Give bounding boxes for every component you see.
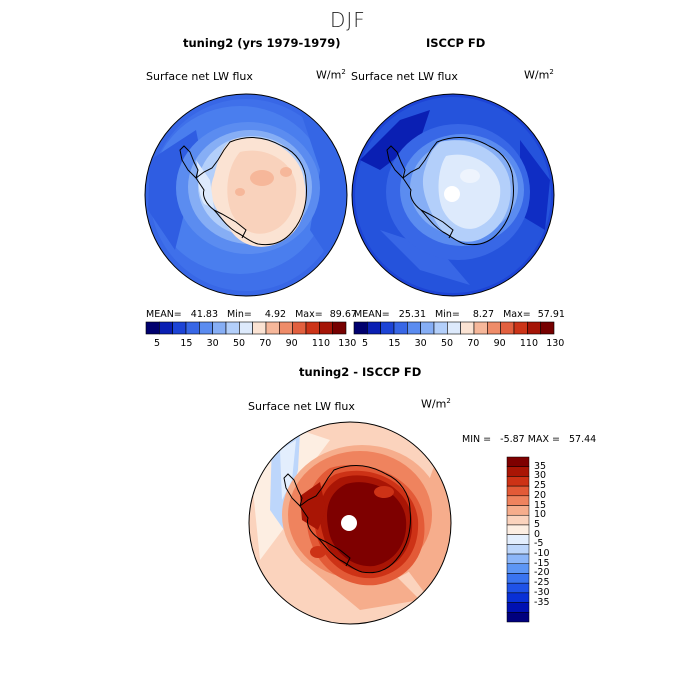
colorbar-tick-label: 70	[259, 338, 272, 349]
diff-colorbar-tick-label: 30	[534, 470, 547, 482]
diff-colorbar-tick-label: -20	[534, 567, 550, 579]
diff-colorbar	[506, 456, 530, 623]
colorbar-swatch	[332, 321, 347, 335]
colorbar-tick-label: 15	[180, 338, 193, 349]
left-colorbar	[145, 321, 347, 335]
colorbar-tick-label: 130	[546, 338, 565, 349]
diff-colorbar-swatch	[506, 485, 530, 497]
diff-stats: MIN = -5.87 MAX = 57.44	[462, 434, 597, 445]
diff-units-label: W/m2	[421, 397, 451, 411]
diff-colorbar-swatch	[506, 466, 530, 477]
right-min-label: Min=	[435, 309, 460, 320]
colorbar-tick-label: 5	[362, 338, 369, 349]
diff-colorbar-swatch	[506, 592, 530, 603]
right-variable-label: Surface net LW flux	[351, 70, 458, 83]
left-min-label: Min=	[227, 309, 252, 320]
right-units-label: W/m2	[524, 68, 554, 82]
diff-colorbar-tick-label: -5	[534, 538, 544, 550]
diff-colorbar-swatch	[506, 573, 530, 584]
diff-units-base: W/m	[421, 397, 447, 411]
right-max-label: Max=	[503, 309, 531, 320]
right-units-base: W/m	[524, 68, 550, 82]
colorbar-tick-label: 30	[206, 338, 219, 349]
colorbar-tick-label: 110	[519, 338, 539, 349]
diff-colorbar-tick-label: -15	[534, 557, 550, 569]
left-stats: MEAN= 41.83 Min= 4.92 Max= 89.67	[146, 309, 357, 320]
colorbar-tick-label: 70	[467, 338, 480, 349]
diff-colorbar-tick-label: -10	[534, 548, 550, 560]
diff-colorbar-swatch	[506, 514, 530, 526]
colorbar-tick-label: 110	[311, 338, 331, 349]
diff-colorbar-tick-label: -35	[534, 596, 550, 608]
right-mean-value: 25.31	[398, 309, 426, 320]
diff-colorbar-tick-label: 10	[534, 509, 547, 521]
left-units-label: W/m2	[316, 68, 346, 82]
diff-colorbar-tick-label: 35	[534, 460, 547, 472]
season-title: DJF	[330, 8, 366, 32]
left-max-label: Max=	[295, 309, 323, 320]
diff-colorbar-tick-label: -30	[534, 586, 550, 598]
left-max-value: 89.67	[329, 309, 357, 320]
diff-panel-heading: tuning2 - ISCCP FD	[299, 365, 422, 379]
diff-colorbar-swatch	[506, 524, 530, 535]
diff-colorbar-swatch	[506, 612, 530, 623]
diff-colorbar-tick-label: -25	[534, 577, 550, 589]
left-variable-label: Surface net LW flux	[146, 70, 253, 83]
colorbar-tick-label: 30	[414, 338, 427, 349]
right-stats: MEAN= 25.31 Min= 8.27 Max= 57.91	[354, 309, 565, 320]
right-panel-heading: ISCCP FD	[426, 36, 486, 50]
diff-colorbar-swatch	[506, 476, 530, 487]
left-mean-value: 41.83	[190, 309, 218, 320]
left-min-value: 4.92	[264, 309, 287, 320]
colorbar-tick-label: 90	[493, 338, 506, 349]
colorbar-tick-label: 50	[232, 338, 246, 349]
diff-colorbar-swatch	[506, 602, 530, 613]
colorbar-tick-label: 15	[388, 338, 401, 349]
diff-colorbar-tick-label: 20	[534, 489, 547, 501]
diff-colorbar-swatch	[506, 534, 530, 545]
right-units-exp: 2	[549, 68, 554, 76]
right-mean-label: MEAN=	[354, 309, 390, 320]
diff-colorbar-swatch	[506, 495, 530, 506]
right-max-value: 57.91	[537, 309, 565, 320]
left-units-base: W/m	[316, 68, 342, 82]
right-colorbar	[353, 321, 555, 335]
colorbar-tick-label: 130	[338, 338, 357, 349]
diff-colorbar-swatch	[506, 553, 530, 565]
left-panel-heading: tuning2 (yrs 1979-1979)	[183, 36, 341, 50]
diff-colorbar-tick-label: 15	[534, 499, 547, 511]
diff-units-exp: 2	[446, 397, 451, 405]
right-min-value: 8.27	[472, 309, 495, 320]
colorbar-tick-label: 50	[440, 338, 454, 349]
diff-colorbar-swatch	[506, 456, 530, 467]
left-mean-label: MEAN=	[146, 309, 182, 320]
diff-colorbar-swatch	[506, 505, 530, 516]
diff-colorbar-tick-label: 5	[534, 518, 541, 530]
diff-variable-label: Surface net LW flux	[248, 400, 355, 413]
diff-colorbar-tick-label: 25	[534, 480, 547, 492]
colorbar-tick-label: 5	[154, 338, 161, 349]
diff-colorbar-swatch	[506, 544, 530, 555]
diff-colorbar-swatch	[506, 563, 530, 574]
left-units-exp: 2	[341, 68, 346, 76]
diff-colorbar-swatch	[506, 582, 530, 594]
colorbar-tick-label: 90	[285, 338, 298, 349]
colorbar-swatch	[540, 321, 555, 335]
diff-colorbar-tick-label: 0	[534, 528, 541, 540]
